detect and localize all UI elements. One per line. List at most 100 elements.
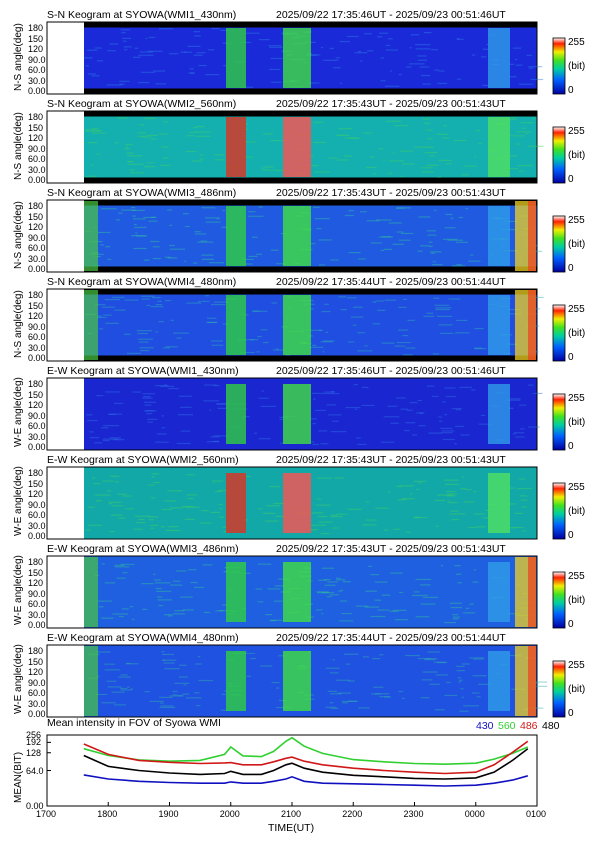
keogram-noise xyxy=(141,583,154,585)
keogram-y-tick: 180 xyxy=(28,112,44,122)
keogram-noise xyxy=(320,532,329,535)
keogram-noise xyxy=(222,323,229,325)
keogram-noise xyxy=(346,35,359,38)
keogram-noise xyxy=(311,512,324,514)
keogram-noise xyxy=(512,526,524,529)
colorbar-min-label: 0 xyxy=(568,174,574,185)
keogram-time-range: 2025/09/22 17:35:46UT - 2025/09/23 00:51… xyxy=(276,9,506,21)
keogram-noise xyxy=(407,319,415,321)
keogram-noise xyxy=(473,658,484,660)
keogram-noise xyxy=(396,485,402,487)
keogram-noise xyxy=(133,224,137,226)
keogram-noise xyxy=(221,226,228,228)
keogram-noise xyxy=(159,706,176,709)
keogram-noise xyxy=(152,297,161,299)
keogram-noise xyxy=(468,526,477,529)
keogram-noise xyxy=(323,579,331,581)
keogram-noise xyxy=(374,599,382,601)
colorbar-max-label: 255 xyxy=(568,37,585,48)
keogram-noise xyxy=(125,143,133,146)
keogram-noise xyxy=(330,693,342,695)
keogram-noise xyxy=(220,709,228,711)
keogram-noise xyxy=(480,414,486,417)
keogram-noise xyxy=(255,588,263,590)
keogram-noise xyxy=(213,385,220,387)
keogram-noise xyxy=(514,58,518,61)
keogram-masked-band xyxy=(84,88,537,94)
keogram-noise xyxy=(113,402,124,405)
keogram-noise xyxy=(380,80,386,82)
keogram-noise xyxy=(269,140,284,142)
keogram-noise xyxy=(316,592,330,594)
keogram-noise xyxy=(276,348,279,350)
keogram-noise xyxy=(316,498,322,500)
keogram-noise xyxy=(133,528,143,530)
keogram-noise xyxy=(442,401,447,403)
keogram-noise xyxy=(274,585,285,587)
keogram-noise xyxy=(366,387,369,389)
keogram-noise xyxy=(208,262,225,264)
keogram-noise xyxy=(428,241,433,243)
keogram-noise xyxy=(306,54,321,56)
keogram-aurora-band xyxy=(283,28,311,88)
keogram-noise xyxy=(342,702,349,704)
keogram-noise xyxy=(198,679,214,682)
keogram-noise xyxy=(445,213,453,216)
keogram-noise xyxy=(449,513,466,515)
keogram-noise xyxy=(357,350,373,352)
keogram-noise xyxy=(474,347,483,349)
keogram-masked-band xyxy=(84,22,537,28)
keogram-noise xyxy=(332,420,339,422)
keogram-noise xyxy=(212,440,220,442)
keogram-y-tick: 30.0 xyxy=(28,698,46,709)
keogram-noise xyxy=(398,499,407,501)
keogram-noise xyxy=(128,160,134,163)
keogram-noise xyxy=(144,259,150,261)
keogram-noise xyxy=(97,316,107,319)
keogram-y-tick: 0.00 xyxy=(28,175,46,185)
keogram-noise xyxy=(405,422,416,424)
keogram-noise xyxy=(308,418,317,420)
keogram-noise xyxy=(104,391,120,393)
keogram-noise xyxy=(119,83,126,85)
keogram-noise xyxy=(270,619,283,621)
keogram-noise xyxy=(372,301,377,303)
keogram-aurora-band xyxy=(283,117,311,177)
keogram-noise xyxy=(433,297,440,299)
chart-x-tick-label: 2300 xyxy=(403,809,424,819)
keogram-masked-band xyxy=(84,177,537,183)
keogram-noise xyxy=(458,679,463,681)
keogram-noise xyxy=(312,141,327,144)
keogram-noise xyxy=(223,571,227,573)
keogram-aurora-band xyxy=(283,206,311,266)
keogram-noise xyxy=(386,120,401,122)
keogram-noise xyxy=(204,384,217,386)
keogram-noise xyxy=(252,310,268,312)
keogram-noise xyxy=(211,303,226,306)
keogram-noise xyxy=(475,526,486,528)
keogram-noise xyxy=(247,215,264,217)
keogram-noise xyxy=(384,299,396,301)
keogram-noise xyxy=(261,167,266,169)
keogram-noise xyxy=(436,133,449,135)
keogram-noise xyxy=(514,512,523,514)
keogram-noise xyxy=(146,134,158,137)
keogram-noise xyxy=(150,306,164,308)
keogram-noise xyxy=(87,49,98,51)
keogram-noise xyxy=(149,524,159,527)
keogram-noise xyxy=(428,432,442,434)
keogram-noise xyxy=(203,611,210,614)
keogram-noise xyxy=(348,680,355,682)
chart-y-tick-label: 128 xyxy=(26,747,42,758)
keogram-noise xyxy=(262,341,269,344)
keogram-noise xyxy=(262,512,276,514)
keogram-noise xyxy=(517,164,533,167)
keogram-noise xyxy=(438,70,445,72)
keogram-noise xyxy=(318,430,328,432)
keogram-noise xyxy=(258,397,269,399)
keogram-noise xyxy=(132,215,137,217)
keogram-noise xyxy=(418,425,426,427)
keogram-noise xyxy=(210,340,224,342)
keogram-noise xyxy=(90,164,94,166)
